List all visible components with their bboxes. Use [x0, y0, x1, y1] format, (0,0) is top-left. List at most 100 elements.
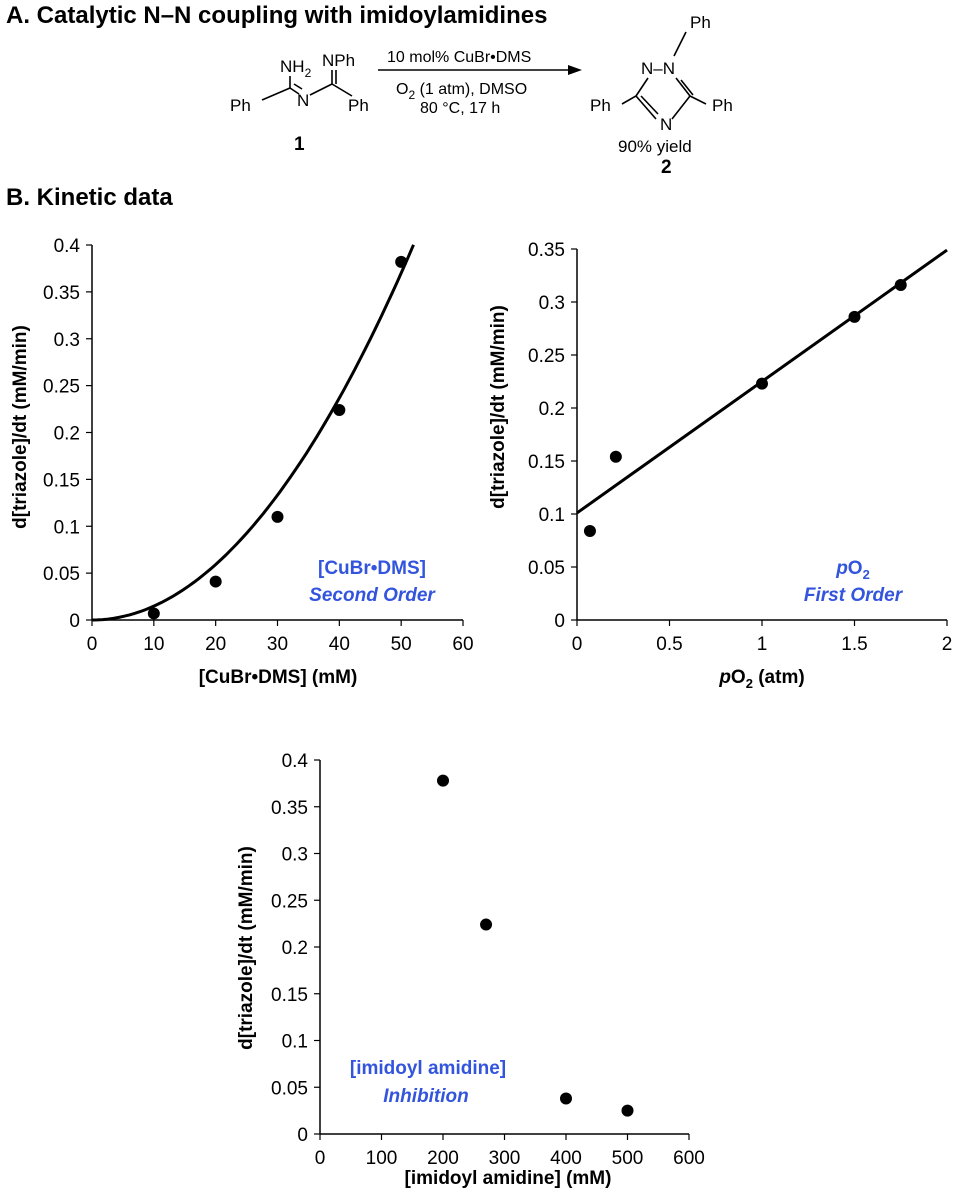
- chart1-y-tick-label: 0: [69, 611, 80, 632]
- condition-temperature-time: 80 °C, 17 h: [420, 100, 500, 117]
- chart1-xlabel: [CuBr•DMS] (mM): [199, 667, 358, 688]
- chart2-ylabel: d[triazole]/dt (mM/min): [488, 305, 509, 509]
- chart2-data-point: [756, 377, 768, 390]
- chart2-y-tick-label: 0.35: [528, 240, 565, 261]
- chart1-x-tick-label: 50: [391, 634, 412, 655]
- chart1-axes: 0 10 20 30 40 50 60 0 0.05 0.1 0.15 0.2 0.25 0.3 0.35 0…: [43, 236, 474, 655]
- chart2-x-tick-label: 1.5: [841, 634, 867, 655]
- atom-ph-right: Ph: [348, 96, 369, 115]
- chart2-points: [583, 279, 907, 537]
- chart1-x-tick-label: 20: [205, 634, 226, 655]
- reaction-arrow: [378, 65, 582, 75]
- chart2-annotation-species: pO2: [835, 558, 870, 582]
- section-b-title: B. Kinetic data: [6, 184, 173, 211]
- chart1-x-tick-label: 30: [267, 634, 288, 655]
- atom-n-center: N: [297, 91, 309, 110]
- reactant-bonds: [261, 70, 353, 101]
- chart2-data-point: [609, 450, 622, 463]
- reactant-structure: NH2 NPh Ph Ph N 1: [230, 51, 369, 155]
- chart3-y-tick-label: 0.35: [271, 798, 308, 819]
- chart2-y-tick-label: 0: [554, 611, 565, 632]
- chart3-annotation-effect: Inhibition: [383, 1086, 468, 1107]
- product-structure: Ph N–N Ph Ph N 90% yield 2: [590, 13, 733, 178]
- product-number: 2: [661, 157, 672, 178]
- chart3-data-point: [621, 1104, 634, 1117]
- chart3-y-tick-label: 0.15: [271, 985, 308, 1006]
- chart1-y-tick-label: 0.1: [54, 517, 80, 538]
- chart3-x-tick-label: 200: [427, 1148, 459, 1169]
- chart1-y-tick-label: 0.15: [43, 470, 80, 491]
- atom-nph: NPh: [322, 51, 355, 70]
- chart1-x-tick-label: 60: [452, 634, 473, 655]
- chart1-points: [147, 255, 408, 620]
- chart1-data-point: [271, 510, 284, 523]
- atom-ph-left: Ph: [230, 96, 251, 115]
- chart2-data-point: [848, 310, 861, 323]
- chart2-x-tick-label: 1: [757, 634, 768, 655]
- reactant-number: 1: [294, 134, 305, 155]
- chart1-annotation-order: Second Order: [309, 585, 436, 606]
- chart3-x-tick-label: 0: [315, 1148, 326, 1169]
- chart2-x-tick-label: 0.5: [656, 634, 682, 655]
- chart1-y-tick-label: 0.05: [43, 564, 80, 585]
- chart1-x-tick-label: 40: [329, 634, 350, 655]
- chart1-y-tick-label: 0.4: [54, 236, 81, 257]
- chart3-annotation-species: [imidoyl amidine]: [350, 1058, 506, 1079]
- chart1-annotation-species: [CuBr•DMS]: [318, 558, 426, 579]
- chart3-x-tick-label: 500: [612, 1148, 644, 1169]
- chart2-y-tick-label: 0.05: [528, 558, 565, 579]
- chart3-ylabel: d[triazole]/dt (mM/min): [236, 846, 257, 1050]
- product-yield: 90% yield: [618, 137, 692, 156]
- chart1-ylabel: d[triazole]/dt (mM/min): [10, 325, 31, 529]
- condition-oxygen: O2 (1 atm), DMSO: [396, 81, 527, 102]
- chart1-fit-curve: [91, 244, 415, 622]
- chart2-y-tick-label: 0.15: [528, 452, 565, 473]
- chart2-xlabel: pO2 (atm): [718, 667, 804, 691]
- chart1-y-tick-label: 0.35: [43, 283, 80, 304]
- atom-ph-product-right: Ph: [712, 96, 733, 115]
- chart2-y-tick-label: 0.2: [539, 399, 565, 420]
- chart3-y-tick-label: 0.4: [282, 751, 309, 772]
- chart3-points: [437, 774, 634, 1117]
- chart3-xlabel: [imidoyl amidine] (mM): [405, 1168, 612, 1189]
- chart2-axes: 0 0.5 1 1.5 2 0 0.05 0.1 0.15 0.2 0.25 0.3 0.35: [528, 240, 952, 655]
- chart2-data-point: [583, 524, 596, 537]
- chart3-axes: 0 100 200 300 400 500 600 0 0.05 0.1 0.15 0.2 0.25 0.…: [271, 751, 705, 1169]
- chart1-data-point: [395, 255, 408, 268]
- chart2-y-tick-label: 0.3: [539, 293, 565, 314]
- section-a-title: A. Catalytic N–N coupling with imidoylam…: [6, 2, 548, 29]
- chart1-data-point: [147, 607, 160, 620]
- chart3-x-tick-label: 300: [489, 1148, 521, 1169]
- atom-nh2: NH2: [280, 57, 312, 80]
- chart1-x-tick-label: 0: [87, 634, 98, 655]
- chart1-data-point: [333, 404, 346, 416]
- chart3-data-point: [560, 1092, 572, 1105]
- product-bonds: [621, 31, 707, 120]
- atom-n-n: N–N: [641, 59, 675, 78]
- chart2-x-tick-label: 2: [942, 634, 953, 655]
- condition-catalyst: 10 mol% CuBr•DMS: [387, 49, 531, 66]
- chart2-y-tick-label: 0.1: [539, 505, 565, 526]
- chart2-data-point: [894, 279, 907, 292]
- chart1-y-tick-label: 0.25: [43, 377, 80, 398]
- chart3-x-tick-label: 400: [550, 1148, 582, 1169]
- chart3-y-tick-label: 0: [297, 1125, 308, 1146]
- chart3-y-tick-label: 0.2: [282, 938, 308, 959]
- chart3-data-point: [437, 774, 449, 787]
- atom-ph-product-left: Ph: [590, 96, 611, 115]
- chart3-y-tick-label: 0.3: [282, 845, 308, 866]
- atom-n-bottom: N: [660, 115, 672, 134]
- chart3-x-tick-label: 100: [366, 1148, 398, 1169]
- chart1-y-tick-label: 0.2: [54, 424, 80, 445]
- chart3-data-point: [480, 918, 493, 931]
- atom-ph-top: Ph: [690, 13, 711, 32]
- chart1-x-tick-label: 10: [143, 634, 164, 655]
- chart3-y-tick-label: 0.25: [271, 891, 308, 912]
- reaction-scheme: NH2 NPh Ph Ph N 1 10 mol% CuBr•DMS O2 (1…: [230, 13, 733, 178]
- chart2-annotation-order: First Order: [804, 585, 904, 606]
- chart3-y-tick-label: 0.1: [282, 1032, 308, 1053]
- chart1-y-tick-label: 0.3: [54, 330, 80, 351]
